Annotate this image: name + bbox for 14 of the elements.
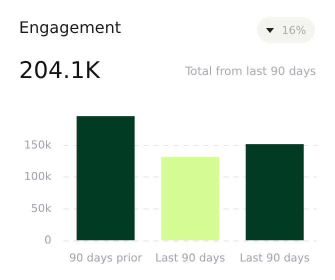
y-tick-label: 0 bbox=[44, 234, 52, 247]
x-tick-label: Last 90 days bbox=[240, 251, 310, 264]
text: 204.1K bbox=[19, 58, 100, 84]
bar bbox=[246, 144, 304, 240]
y-tick-label: 150k bbox=[24, 138, 52, 152]
y-tick-label: 100k bbox=[24, 170, 52, 184]
bar bbox=[76, 116, 135, 240]
bar bbox=[161, 156, 220, 240]
y-tick-label: 50k bbox=[30, 202, 52, 215]
text: Total from last 90 days bbox=[185, 64, 316, 78]
text: 16% bbox=[282, 24, 306, 36]
x-tick-label: Last 90 days bbox=[155, 251, 226, 264]
chart-title: Engagement bbox=[19, 18, 122, 37]
x-tick-label: 90 days prior bbox=[69, 251, 142, 264]
